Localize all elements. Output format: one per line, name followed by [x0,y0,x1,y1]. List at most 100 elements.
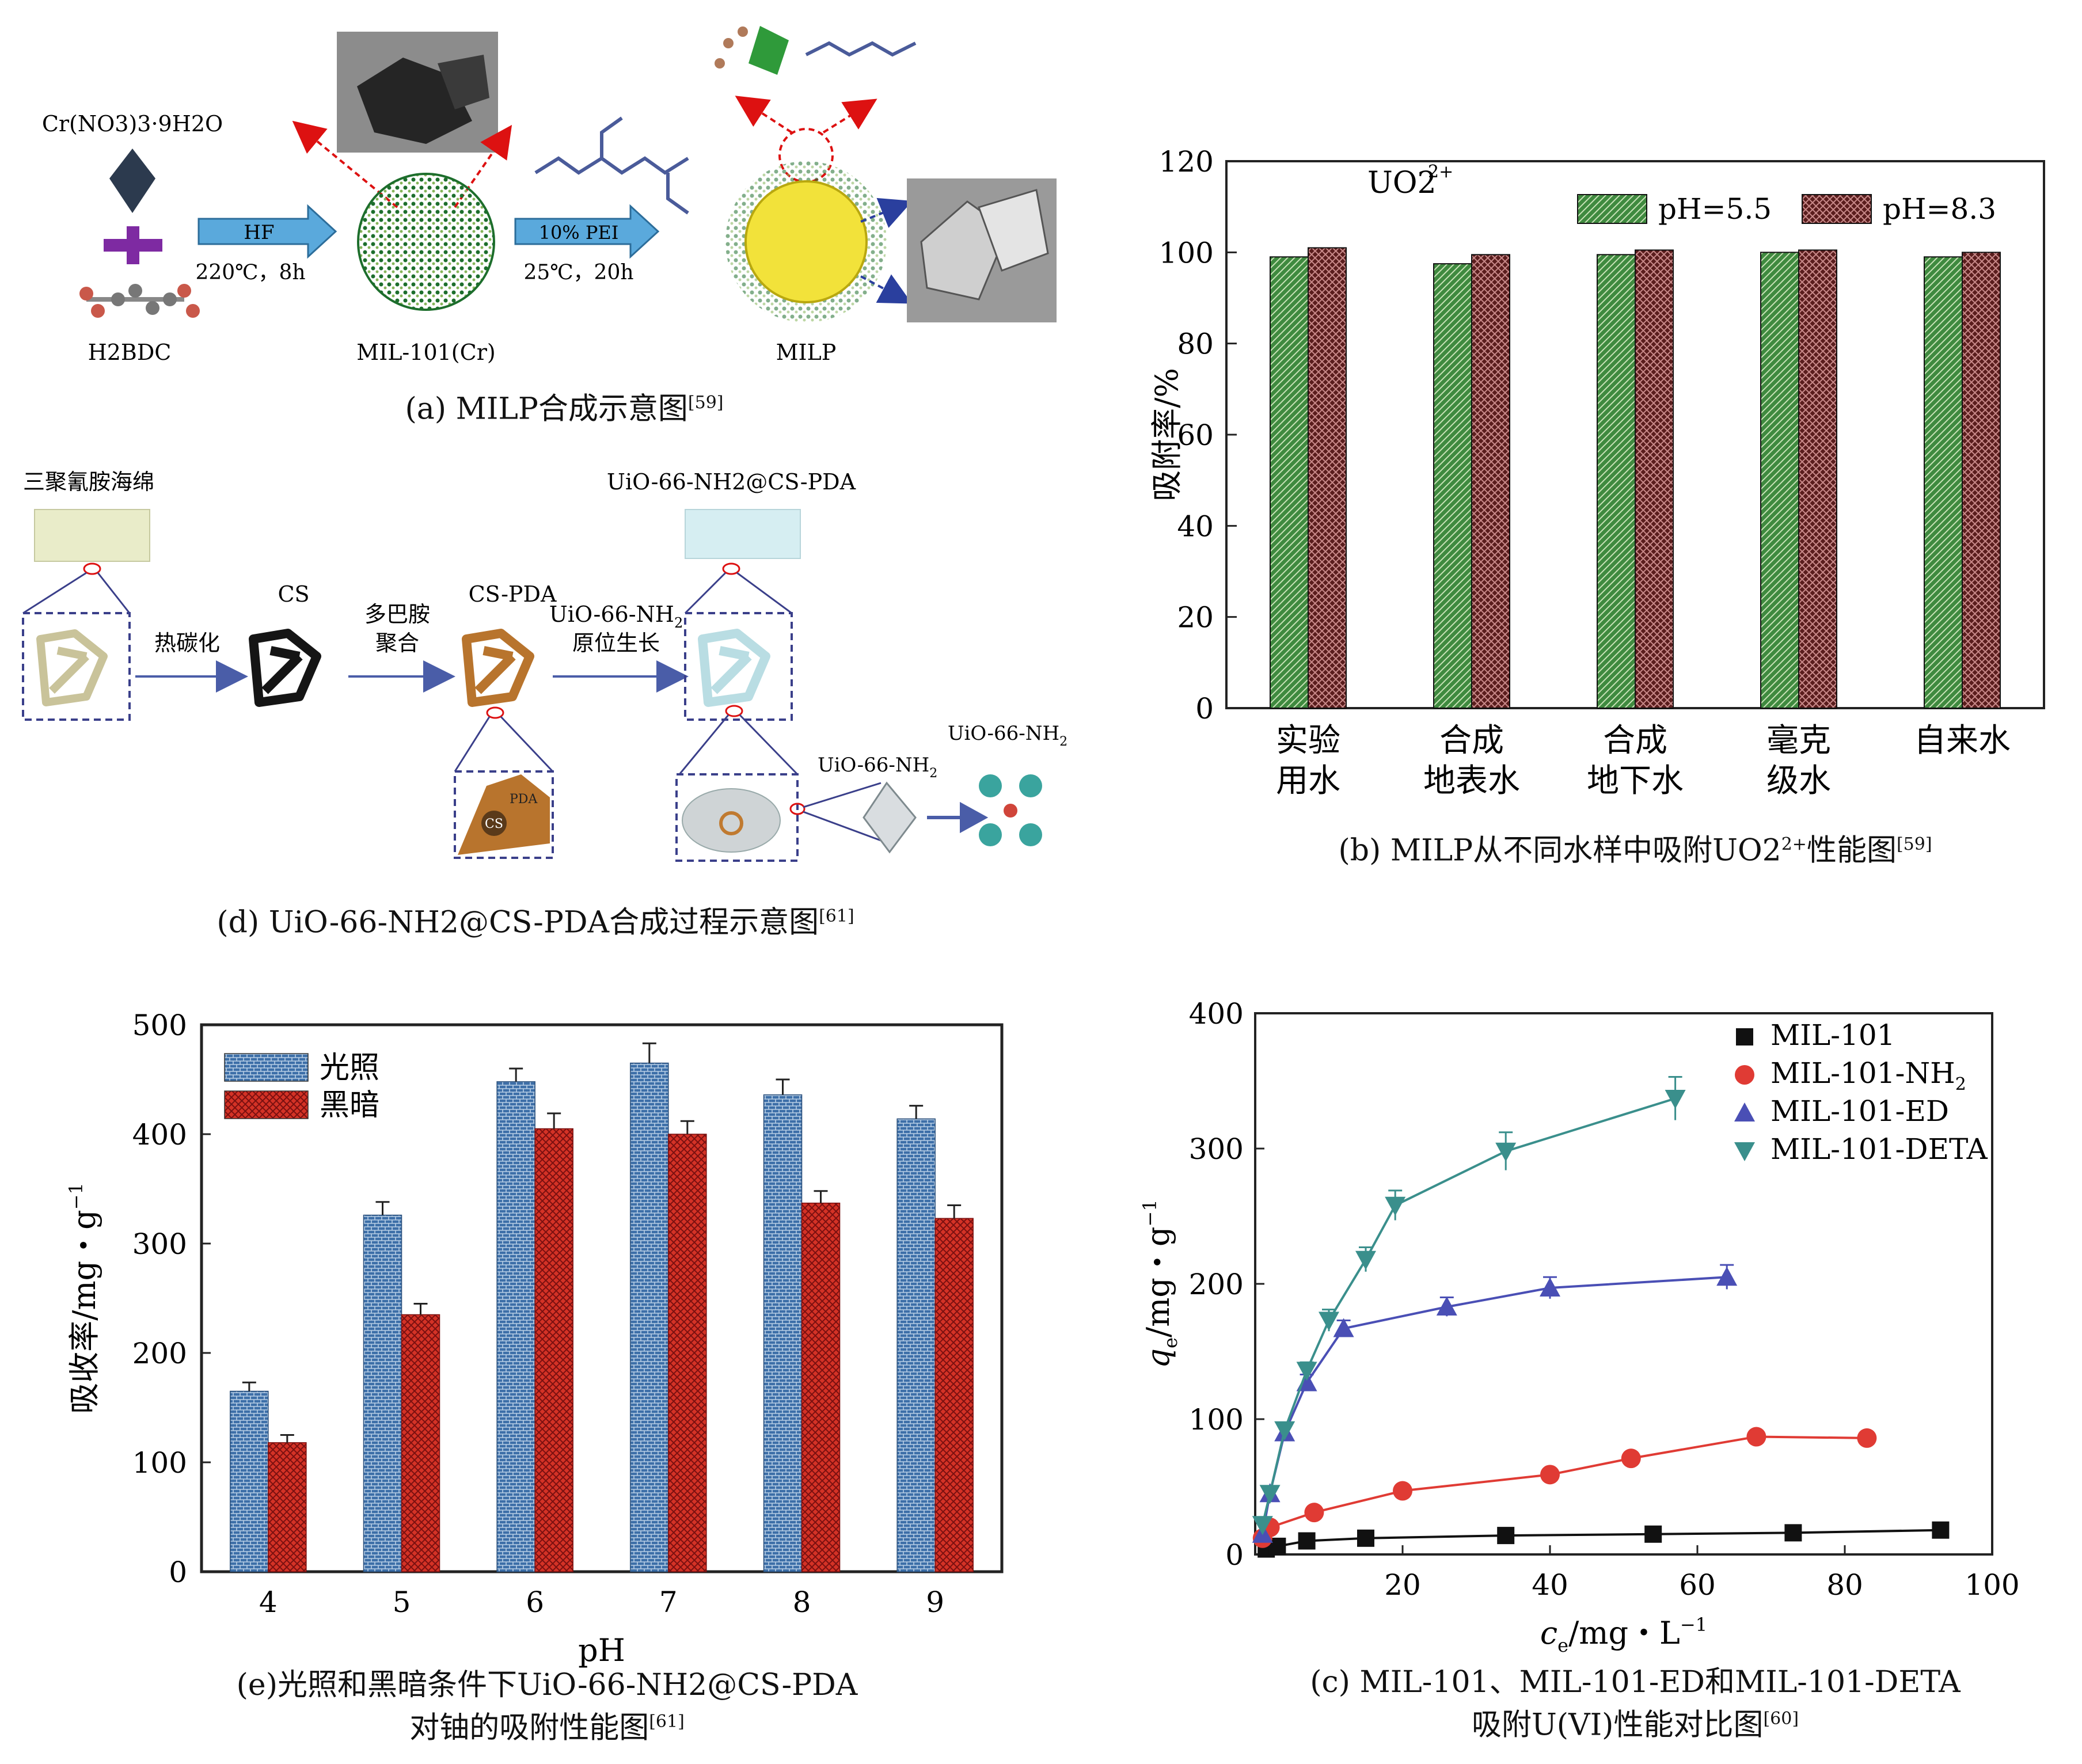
y-tick-label: 80 [1177,328,1214,361]
mof-label: MIL-101(Cr) [356,340,495,365]
svg-text:10% PEI: 10% PEI [539,222,619,244]
x-tick-label: 4 [259,1586,278,1619]
milp-particle-icon [744,180,868,303]
uio-crystal-label: UiO-66-NH2 [818,754,937,781]
sponge-label: 三聚氰胺海绵 [23,469,154,495]
legend-swatch [1577,194,1647,224]
y-tick-label: 120 [1159,145,1214,178]
reagent-cr-label: Cr(NO3)3·9H2O [42,111,223,136]
svg-text:CS: CS [485,817,503,831]
bar-ph83 [1962,252,2001,709]
bar-dark [934,1218,974,1572]
x-tick-label: 实验 [1276,722,1340,759]
bar-light [363,1214,402,1572]
data-point [1319,1311,1339,1331]
data-point [1385,1196,1406,1216]
bar-light [630,1062,669,1572]
caption-e: (e)光照和黑暗条件下UiO-66-NH2@CS-PDA 对铀的吸附性能图[61… [236,1668,858,1746]
x-tick-label: 100 [1965,1568,2019,1602]
panel-d-schematic: 三聚氰胺海绵 热碳化 CS 多巴胺 聚合 CS-PDA CS PDA UiO-6… [0,449,1129,967]
product-d-label: UiO-66-NH2@CS-PDA [607,469,856,495]
data-point [1333,1318,1354,1337]
y-tick-label: 400 [1189,997,1244,1031]
data-point [1298,1532,1316,1550]
legend-label: 黑暗 [320,1088,379,1123]
uio-zoom-box [684,612,793,721]
bar-light [496,1081,535,1572]
bar-dark [668,1134,707,1572]
milp-synthesis-diagram: Cr(NO3)3·9H2O H2BDC HF 220℃，8h MIL-101(C… [42,26,1057,365]
x-tick-label: 9 [926,1586,944,1619]
bar-dark [534,1128,573,1572]
data-point [1716,1267,1738,1286]
data-point [1436,1296,1457,1316]
bar-ph55 [1924,256,1963,709]
data-point [1355,1250,1376,1270]
legend-label: MIL-101-ED [1771,1094,1949,1128]
x-tick-label: 80 [1826,1568,1863,1602]
bar-ph83 [1308,247,1347,709]
sponge-icon [34,509,150,562]
legend-label: pH=8.3 [1883,192,1996,226]
x-tick-label: 地下水 [1587,762,1684,800]
mil101-sphere-icon [357,173,495,311]
uio-cluster-label: UiO-66-NH2 [948,722,1067,749]
y-axis-label: qe/mg・g−1 [1139,1199,1181,1368]
bar-ph83 [1635,249,1674,709]
step-uio: UiO-66-NH2 [549,602,683,631]
legend-label: MIL-101-NH2 [1771,1056,1966,1094]
bar-light [896,1118,936,1572]
bar-ph83 [1798,249,1837,709]
reagent-bdc-label: H2BDC [88,340,172,365]
y-tick-label: 60 [1177,419,1214,452]
step2-conditions: 25℃，20h [523,261,633,284]
plus-icon [104,226,162,264]
legend-label: MIL-101 [1771,1018,1895,1052]
octahedron-icon [109,149,155,213]
bar-dark [801,1202,841,1572]
uio-crystal-icon [863,781,917,854]
x-tick-label: 7 [659,1586,678,1619]
svg-text:HF: HF [244,221,274,244]
legend-marker [1735,1065,1754,1085]
x-axis-label: pH [578,1632,625,1668]
data-point [1393,1481,1412,1501]
x-axis-label: ce/mg・L−1 [1540,1614,1707,1656]
panel-b-chart: 0 20 40 60 80 100 120 吸附率/% 实验 用水 合成 地表水 合成 地下水 毫克 级水 自来… [1129,127,2082,898]
bar-dark [268,1442,307,1572]
y-tick-label: 20 [1177,601,1214,634]
legend-marker [1736,1028,1753,1046]
series-mil-101-deta [1252,1075,1686,1535]
y-tick-label: 300 [132,1227,187,1261]
legend-label: 光照 [320,1051,379,1085]
data-point [1497,1527,1515,1545]
cspda-label: CS-PDA [469,581,557,607]
y-tick-label: 300 [1189,1132,1244,1166]
caption-a: (a) MILP合成示意图[59] [405,391,724,427]
series-line [1262,1435,1867,1539]
series-mil-101-ed [1252,1264,1738,1543]
fiber-zoom-box [675,773,799,862]
bar-ph83 [1471,254,1510,709]
y-tick-label: 500 [132,1009,187,1042]
legend-swatch [1802,194,1872,224]
data-point [1296,1362,1317,1381]
x-tick-label: 毫克 [1766,722,1831,759]
x-tick-label: 20 [1384,1568,1421,1602]
y-tick-label: 0 [1195,692,1214,725]
uio-sponge-icon [685,509,801,559]
bar-light [763,1094,803,1572]
milp-structure-icon [715,26,917,75]
step-insitu: 原位生长 [572,630,660,656]
legend-marker [1734,1102,1755,1121]
svg-text:PDA: PDA [510,792,538,807]
data-point [1621,1449,1641,1469]
hf-arrow: HF [197,204,337,259]
x-tick-label: 5 [393,1586,411,1619]
series-mil-101 [1257,1521,1950,1558]
cspda-zoom-box [454,770,554,859]
bar-ph55 [1270,256,1309,709]
x-tick-label: 40 [1532,1568,1568,1602]
y-tick-label: 40 [1177,510,1214,543]
